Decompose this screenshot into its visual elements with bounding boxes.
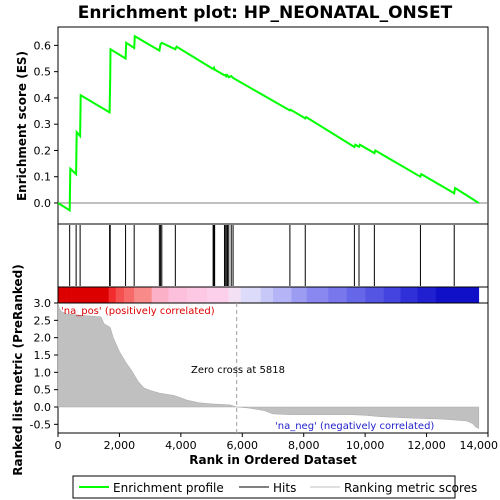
es-panel: 0.0 0.1 0.2 0.3 0.4 0.5 0.6 Enrichment score (… xyxy=(15,26,489,225)
legend-label-hits: Hits xyxy=(273,481,296,495)
ranking-metric-area xyxy=(57,302,480,429)
es-y-tick-label: 0.0 xyxy=(34,197,52,210)
es-y-tick-label: 0.6 xyxy=(34,39,52,52)
hit-marks xyxy=(69,225,455,286)
heatmap-bar-segment xyxy=(383,287,401,303)
x-tick-label: 2,000 xyxy=(104,439,136,452)
heatmap-bar-segment xyxy=(101,287,109,303)
heatmap-bar-segment xyxy=(228,287,242,303)
es-plot-frame xyxy=(57,26,489,225)
heatmap-bar-segment xyxy=(83,287,93,303)
es-y-axis-title: Enrichment score (ES) xyxy=(15,51,29,201)
legend: Enrichment profile Hits Ranking metric s… xyxy=(72,475,477,499)
x-axis-title: Rank in Ordered Dataset xyxy=(189,453,357,467)
zero-cross-label: Zero cross at 5818 xyxy=(191,365,285,376)
heatmap-bar-segment xyxy=(151,287,169,303)
metric-y-axis-title: Ranked list metric (PreRanked) xyxy=(11,264,25,476)
es-y-ticks: 0.0 0.1 0.2 0.3 0.4 0.5 0.6 xyxy=(34,39,58,210)
metric-y-tick-label: 0.5 xyxy=(34,384,52,397)
metric-y-ticks: -0.5 0.0 0.5 1.0 1.5 2.0 2.5 3.0 xyxy=(30,297,58,431)
x-tick-label: 0 xyxy=(55,439,62,452)
heatmap-bar-segment xyxy=(108,287,117,303)
na-neg-label: 'na_neg' (negatively correlated) xyxy=(275,421,434,432)
heatmap-bar-segment xyxy=(457,287,480,303)
heatmap-bar-segment xyxy=(66,287,76,303)
heatmap-bar-segment xyxy=(291,287,308,303)
heatmap-bar-segment xyxy=(365,287,384,303)
heatmap-bar-segment xyxy=(206,287,229,303)
metric-y-tick-label: 1.5 xyxy=(34,349,52,362)
hits-plot-frame xyxy=(57,223,489,288)
heatmap-bar-segment xyxy=(168,287,188,303)
na-pos-label: 'na_pos' (positively correlated) xyxy=(61,306,215,317)
legend-label-metric: Ranking metric scores xyxy=(344,481,477,495)
heatmap-bar-segment xyxy=(417,287,437,303)
x-axis-ticks: 0 2,000 4,000 6,000 8,000 10,000 12,000 14,000 xyxy=(55,433,499,452)
legend-label-enrichment: Enrichment profile xyxy=(113,481,224,495)
enrichment-profile-line xyxy=(57,34,480,213)
metric-y-tick-label: 0.0 xyxy=(34,401,52,414)
heatmap-bar-segment xyxy=(134,287,152,303)
heatmap-bar-segment xyxy=(435,287,458,303)
x-tick-label: 10,000 xyxy=(346,439,385,452)
heatmap-bar-segment xyxy=(306,287,329,303)
metric-y-tick-label: 1.0 xyxy=(34,366,52,379)
es-y-tick-label: 0.3 xyxy=(34,118,52,131)
heatmap-bar-segment xyxy=(346,287,366,303)
es-y-tick-label: 0.1 xyxy=(34,171,52,184)
heatmap-bar-segment xyxy=(124,287,135,303)
heatmap-bar-segment xyxy=(328,287,348,303)
hits-panel xyxy=(57,223,489,288)
metric-y-tick-label: 2.0 xyxy=(34,332,52,345)
metric-panel: -0.5 0.0 0.5 1.0 1.5 2.0 2.5 3.0 'na_pos' (posi… xyxy=(11,264,489,476)
es-y-tick-label: 0.2 xyxy=(34,144,52,157)
metric-y-tick-label: 3.0 xyxy=(34,297,52,310)
heatmap-bar-segment xyxy=(92,287,102,303)
x-tick-label: 12,000 xyxy=(407,439,446,452)
metric-y-tick-label: 2.5 xyxy=(34,314,52,327)
heatmap-bar-segment xyxy=(400,287,418,303)
heatmap-bar-segment xyxy=(260,287,274,303)
chart-title: Enrichment plot: HP_NEONATAL_ONSET xyxy=(78,3,453,23)
heatmap-bar-segment xyxy=(115,287,125,303)
x-tick-label: 6,000 xyxy=(227,439,259,452)
es-y-tick-label: 0.4 xyxy=(34,92,52,105)
heatmap-bar-segment xyxy=(58,287,67,303)
heatmap-bar-segment xyxy=(75,287,85,303)
metric-y-tick-label: -0.5 xyxy=(30,418,51,431)
heatmap-bar xyxy=(58,287,480,303)
heatmap-bar-segment xyxy=(187,287,208,303)
heatmap-bar-segment xyxy=(273,287,292,303)
x-tick-label: 14,000 xyxy=(460,439,499,452)
x-tick-label: 8,000 xyxy=(288,439,320,452)
heatmap-bar-panel xyxy=(57,286,489,304)
heatmap-bar-segment xyxy=(240,287,262,303)
es-y-tick-label: 0.5 xyxy=(34,66,52,79)
x-tick-label: 4,000 xyxy=(165,439,197,452)
